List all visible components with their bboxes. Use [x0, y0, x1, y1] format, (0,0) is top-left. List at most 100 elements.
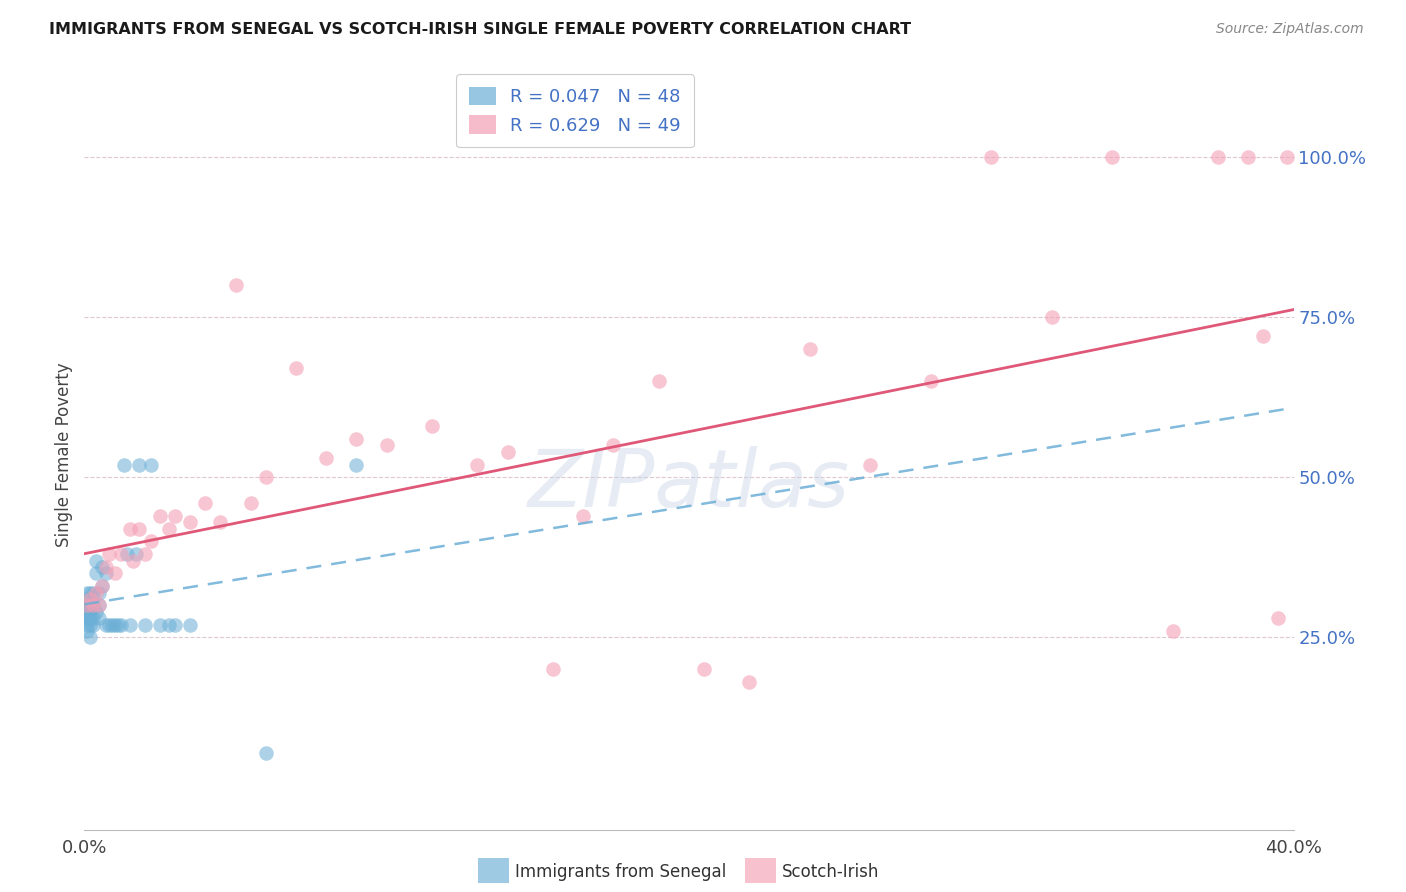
Point — [91, 560, 114, 574]
Point — [254, 470, 277, 484]
Point — [79, 631, 101, 645]
Point — [209, 515, 232, 529]
Point — [118, 522, 141, 536]
Legend: R = 0.047   N = 48, R = 0.629   N = 49: R = 0.047 N = 48, R = 0.629 N = 49 — [456, 74, 693, 147]
Point — [89, 585, 111, 599]
Point — [76, 617, 98, 632]
Point — [73, 605, 96, 619]
Point — [76, 611, 98, 625]
Point — [1040, 310, 1063, 325]
Point — [149, 617, 172, 632]
Text: IMMIGRANTS FROM SENEGAL VS SCOTCH-IRISH SINGLE FEMALE POVERTY CORRELATION CHART: IMMIGRANTS FROM SENEGAL VS SCOTCH-IRISH … — [49, 22, 911, 37]
Text: Scotch-Irish: Scotch-Irish — [782, 863, 879, 881]
Point — [76, 599, 98, 613]
Point — [346, 432, 368, 446]
Point — [82, 611, 104, 625]
Point — [86, 605, 108, 619]
Point — [799, 343, 821, 357]
Text: Immigrants from Senegal: Immigrants from Senegal — [515, 863, 725, 881]
Point — [693, 663, 716, 677]
Point — [94, 566, 117, 581]
Point — [1267, 611, 1289, 625]
Y-axis label: Single Female Poverty: Single Female Poverty — [55, 363, 73, 547]
Point — [1161, 624, 1184, 638]
Point — [104, 617, 127, 632]
Point — [420, 419, 443, 434]
Point — [572, 508, 595, 523]
Point — [1253, 329, 1275, 343]
Point — [89, 599, 111, 613]
Point — [115, 547, 138, 561]
Point — [125, 547, 148, 561]
Point — [541, 663, 564, 677]
Point — [165, 508, 187, 523]
Point — [79, 585, 101, 599]
Point — [285, 361, 308, 376]
Point — [315, 451, 337, 466]
Point — [76, 624, 98, 638]
Point — [346, 458, 368, 472]
Point — [239, 496, 262, 510]
Point — [76, 592, 98, 607]
Point — [179, 617, 201, 632]
Point — [980, 150, 1002, 164]
Point — [1206, 150, 1229, 164]
Point — [134, 547, 156, 561]
Point — [139, 458, 162, 472]
Point — [112, 458, 135, 472]
Point — [128, 458, 150, 472]
Point — [76, 599, 98, 613]
Point — [179, 515, 201, 529]
Point — [110, 617, 132, 632]
Point — [1237, 150, 1260, 164]
Point — [139, 534, 162, 549]
Text: Source: ZipAtlas.com: Source: ZipAtlas.com — [1216, 22, 1364, 37]
Point — [79, 605, 101, 619]
Point — [91, 579, 114, 593]
Point — [128, 522, 150, 536]
Point — [738, 675, 761, 690]
Point — [97, 547, 120, 561]
Point — [82, 599, 104, 613]
Text: ZIPatlas: ZIPatlas — [527, 446, 851, 524]
Point — [97, 617, 120, 632]
Point — [86, 566, 108, 581]
Point — [91, 579, 114, 593]
Point — [602, 438, 624, 452]
Point — [79, 611, 101, 625]
Point — [73, 599, 96, 613]
Point — [110, 547, 132, 561]
Point — [94, 560, 117, 574]
Point — [104, 566, 127, 581]
Point — [165, 617, 187, 632]
Point — [375, 438, 398, 452]
Point — [79, 599, 101, 613]
Point — [79, 592, 101, 607]
Point — [467, 458, 489, 472]
Point — [73, 611, 96, 625]
Point — [254, 746, 277, 760]
Point — [82, 585, 104, 599]
Point — [1101, 150, 1123, 164]
Point — [89, 599, 111, 613]
Point — [107, 617, 129, 632]
Point — [94, 617, 117, 632]
Point — [157, 617, 180, 632]
Point — [82, 617, 104, 632]
Point — [648, 374, 671, 388]
Point — [194, 496, 217, 510]
Point — [225, 278, 247, 293]
Point — [100, 617, 122, 632]
Point — [134, 617, 156, 632]
Point — [121, 553, 143, 567]
Point — [82, 599, 104, 613]
Point — [859, 458, 882, 472]
Point — [118, 617, 141, 632]
Point — [86, 553, 108, 567]
Point — [76, 605, 98, 619]
Point — [79, 617, 101, 632]
Point — [920, 374, 942, 388]
Point — [157, 522, 180, 536]
Point — [149, 508, 172, 523]
Point — [89, 611, 111, 625]
